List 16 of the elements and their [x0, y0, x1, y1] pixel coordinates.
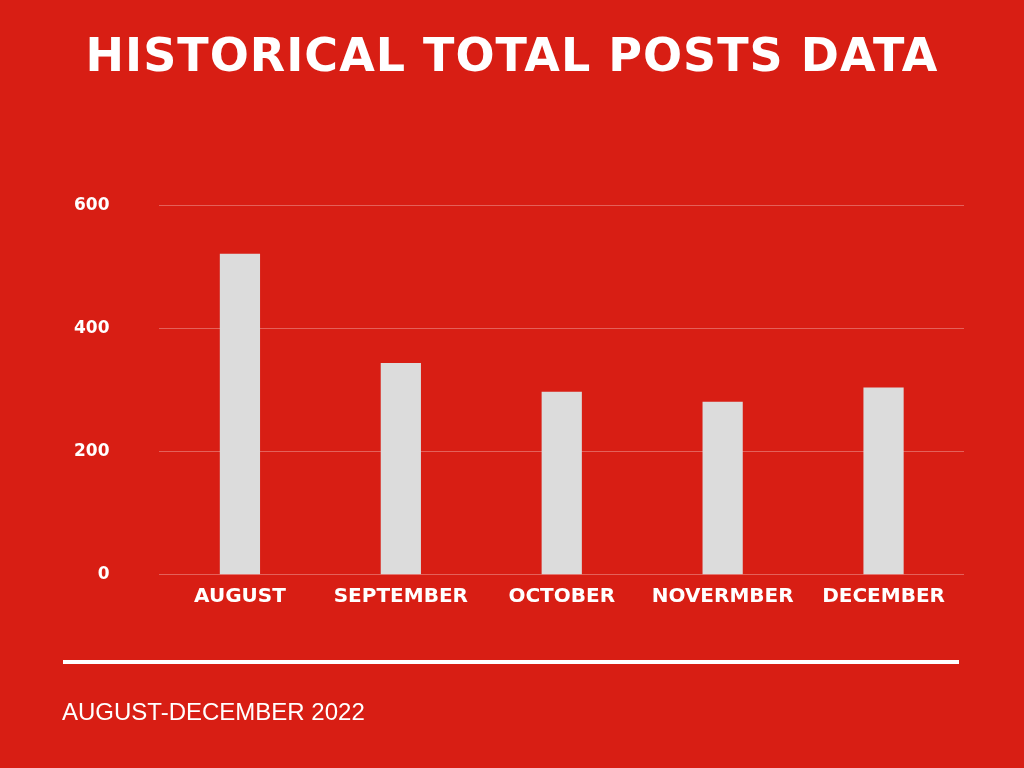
x-tick-label: AUGUST [194, 583, 287, 607]
text: AUGUST-DECEMBER 2022 [62, 698, 365, 726]
bar [380, 362, 421, 575]
bar [541, 391, 582, 575]
x-tick-label: NOVERMBER [651, 583, 794, 607]
bar [702, 401, 743, 575]
y-tick-label: 600 [73, 193, 110, 214]
y-tick-label: 400 [73, 316, 110, 337]
x-tick-label: DECEMBER [822, 583, 945, 607]
chart-title: HISTORICAL TOTAL POSTS DATA [84, 28, 940, 82]
y-tick-label: 0 [97, 563, 110, 584]
y-tick-label: 200 [73, 440, 110, 461]
x-tick-label: SEPTEMBER [333, 583, 468, 607]
bar [219, 253, 261, 575]
x-tick-label: OCTOBER [508, 583, 616, 607]
bar [863, 387, 904, 575]
